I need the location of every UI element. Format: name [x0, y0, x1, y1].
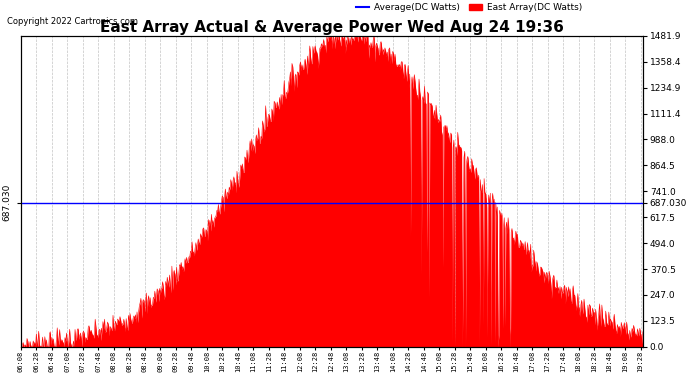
- Text: Copyright 2022 Cartronics.com: Copyright 2022 Cartronics.com: [7, 17, 138, 26]
- Legend: Average(DC Watts), East Array(DC Watts): Average(DC Watts), East Array(DC Watts): [352, 0, 585, 16]
- Title: East Array Actual & Average Power Wed Aug 24 19:36: East Array Actual & Average Power Wed Au…: [100, 20, 564, 34]
